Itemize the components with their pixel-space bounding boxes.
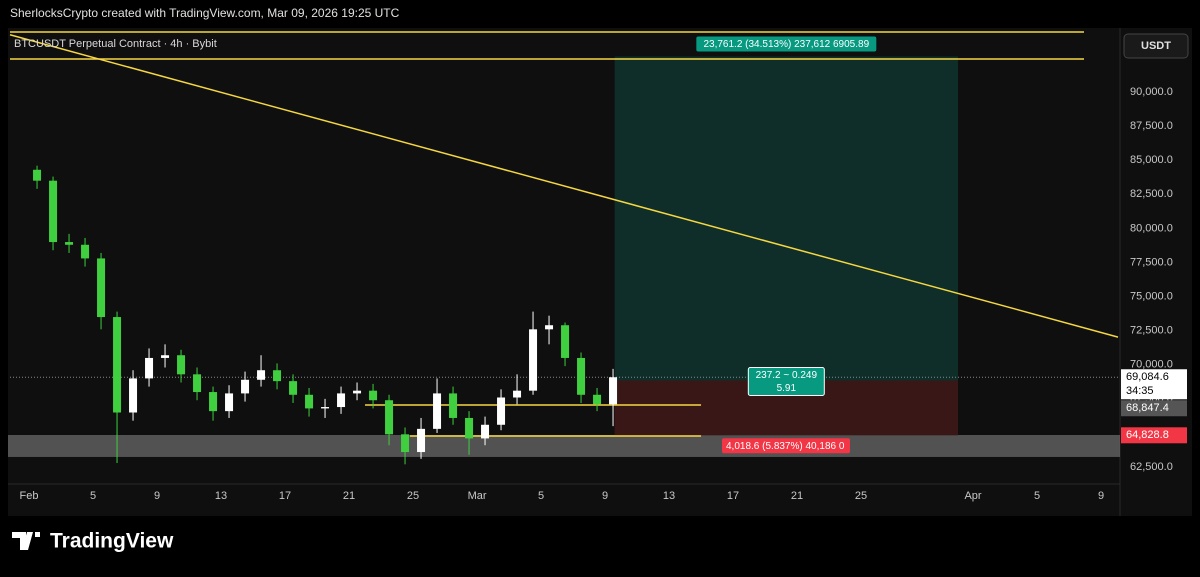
x-tick-label: 21: [343, 490, 355, 502]
mid-label-box: [747, 366, 825, 396]
candle-body: [273, 370, 282, 382]
header: SherlocksCrypto created with TradingView…: [10, 6, 400, 20]
mid-label: 237.2 ~ 0.249: [756, 370, 818, 381]
candle-body: [257, 370, 266, 380]
candle-body: [401, 434, 410, 453]
candle-body: [577, 357, 586, 395]
x-tick-label: 9: [154, 490, 160, 502]
last-price-box: [1121, 369, 1187, 400]
candle-body: [209, 392, 218, 412]
y-tick-label: 70,000.0: [1130, 359, 1173, 371]
stop-price-box: [1121, 427, 1187, 444]
candle-body: [353, 390, 362, 394]
profit-zone: [614, 56, 958, 381]
brand-name: TradingView: [50, 530, 174, 553]
candle-body: [497, 397, 506, 425]
mid-label: 5.91: [777, 383, 797, 394]
last-price: 69,084.6: [1126, 371, 1169, 383]
y-tick-label: 77,500.0: [1130, 256, 1173, 268]
candle-body: [65, 242, 74, 245]
y-tick-label: 85,000.0: [1130, 154, 1173, 166]
stop-label-box: [722, 438, 850, 454]
x-tick-label: 13: [215, 490, 227, 502]
stop-label: 4,018.6 (5.837%) 40,186 0: [726, 441, 845, 452]
x-tick-label: 5: [1034, 490, 1040, 502]
target-label-box: [696, 36, 877, 52]
y-tick-label: 87,500.0: [1130, 120, 1173, 132]
y-tick-label: 72,500.0: [1130, 325, 1173, 337]
target-label: 23,761.2 (34.513%) 237,612 6905.89: [703, 39, 869, 50]
currency[interactable]: USDT: [1141, 40, 1171, 52]
candle-body: [177, 355, 186, 375]
candle-body: [529, 329, 538, 391]
y-tick-label: 75,000.0: [1130, 290, 1173, 302]
candle-body: [97, 258, 106, 318]
currency-button[interactable]: [1123, 33, 1189, 59]
candle-body: [449, 393, 458, 418]
trend-line: [9, 34, 1119, 338]
x-tick-label: 21: [791, 490, 803, 502]
candle-body: [593, 394, 602, 405]
candle-body: [321, 407, 330, 409]
y-tick-label: 82,500.0: [1130, 188, 1173, 200]
candle-body: [161, 355, 170, 358]
x-tick-label: 25: [855, 490, 867, 502]
x-tick-label: 5: [538, 490, 544, 502]
x-tick-label: Mar: [468, 490, 487, 502]
x-tick-label: 5: [90, 490, 96, 502]
candle-body: [145, 357, 154, 379]
x-tick-label: 13: [663, 490, 675, 502]
candle-body: [433, 393, 442, 429]
y-tick-label: 62,500.0: [1130, 461, 1173, 473]
candle-body: [81, 244, 90, 259]
chart-title: BTCUSDT Perpetual Contract · 4h · Bybit: [14, 38, 217, 50]
candle-body: [513, 390, 522, 398]
x-tick-label: Apr: [964, 490, 981, 502]
entry-price: 68,847.4: [1126, 402, 1169, 414]
candle-body: [241, 379, 250, 394]
candle-body: [289, 381, 298, 395]
support-zone: [8, 435, 1120, 457]
candle-body: [481, 424, 490, 439]
entry-price-box: [1121, 400, 1187, 417]
candle-body: [465, 417, 474, 439]
candle-body: [305, 394, 314, 409]
candle-body: [193, 374, 202, 393]
candle-body: [33, 169, 42, 181]
countdown: 34:35: [1126, 385, 1154, 397]
x-tick-label: 25: [407, 490, 419, 502]
x-tick-label: 9: [602, 490, 608, 502]
brand: TradingView: [12, 530, 174, 553]
candle-body: [337, 393, 346, 408]
x-tick-label: 17: [727, 490, 739, 502]
y-tick-label: 80,000.0: [1130, 222, 1173, 234]
candle-body: [49, 180, 58, 243]
candle-body: [385, 400, 394, 435]
chart-panel: [8, 28, 1192, 516]
candle-body: [609, 377, 618, 405]
candle-body: [561, 325, 570, 358]
x-tick-label: 9: [1098, 490, 1104, 502]
candle-body: [225, 393, 234, 412]
candle-body: [417, 428, 426, 453]
x-tick-label: 17: [279, 490, 291, 502]
candle-body: [129, 378, 138, 413]
candle-body: [545, 325, 554, 330]
candle-body: [369, 390, 378, 401]
x-tick-label: Feb: [20, 490, 39, 502]
y-tick-label: 90,000.0: [1130, 86, 1173, 98]
candle-body: [113, 317, 122, 413]
brand-logo: [12, 532, 40, 550]
stop-price: 64,828.8: [1126, 429, 1169, 441]
